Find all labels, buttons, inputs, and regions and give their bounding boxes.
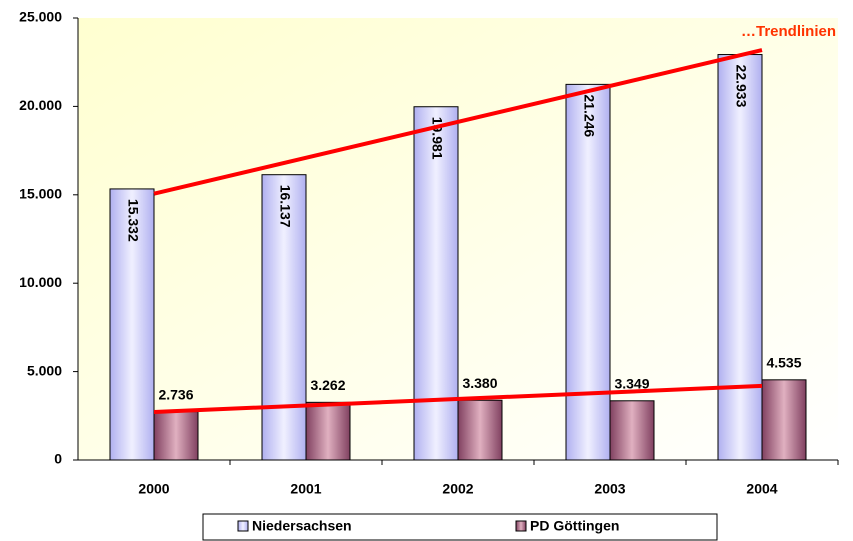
y-tick-label: 10.000	[19, 274, 62, 290]
value-label: 2.736	[158, 386, 193, 402]
value-label: 21.246	[581, 94, 597, 137]
x-tick-label: 2001	[290, 481, 321, 497]
legend-label: PD Göttingen	[530, 518, 619, 534]
y-tick-label: 25.000	[19, 9, 62, 25]
y-tick-label: 0	[54, 451, 62, 467]
y-tick-label: 20.000	[19, 97, 62, 113]
x-tick-label: 2004	[746, 481, 777, 497]
legend	[202, 513, 718, 541]
legend-label: Niedersachsen	[252, 518, 352, 534]
x-tick-label: 2002	[442, 481, 473, 497]
bar	[717, 54, 763, 461]
trendline	[153, 48, 763, 196]
value-label: 4.535	[766, 355, 801, 371]
bar	[565, 83, 611, 461]
value-label: 15.332	[125, 199, 141, 242]
value-label: 3.262	[310, 377, 345, 393]
bar	[761, 379, 807, 461]
y-tick-label: 15.000	[19, 186, 62, 202]
x-tick-label: 2003	[594, 481, 625, 497]
trendline	[153, 383, 763, 414]
legend-swatch	[237, 520, 249, 532]
value-label: 3.380	[462, 375, 497, 391]
value-label: 19.981	[429, 117, 445, 160]
value-label: 22.933	[733, 65, 749, 108]
value-label: 3.349	[614, 375, 649, 391]
bar	[413, 106, 459, 461]
bar	[609, 400, 655, 461]
bar	[109, 188, 155, 461]
bar	[457, 399, 503, 461]
bar	[305, 401, 351, 461]
x-tick-label: 2000	[138, 481, 169, 497]
y-tick-label: 5.000	[27, 362, 62, 378]
legend-swatch	[515, 520, 527, 532]
annotation: …Trendlinien	[741, 23, 836, 40]
bar	[153, 411, 199, 461]
bar	[261, 174, 307, 461]
value-label: 16.137	[277, 185, 293, 228]
